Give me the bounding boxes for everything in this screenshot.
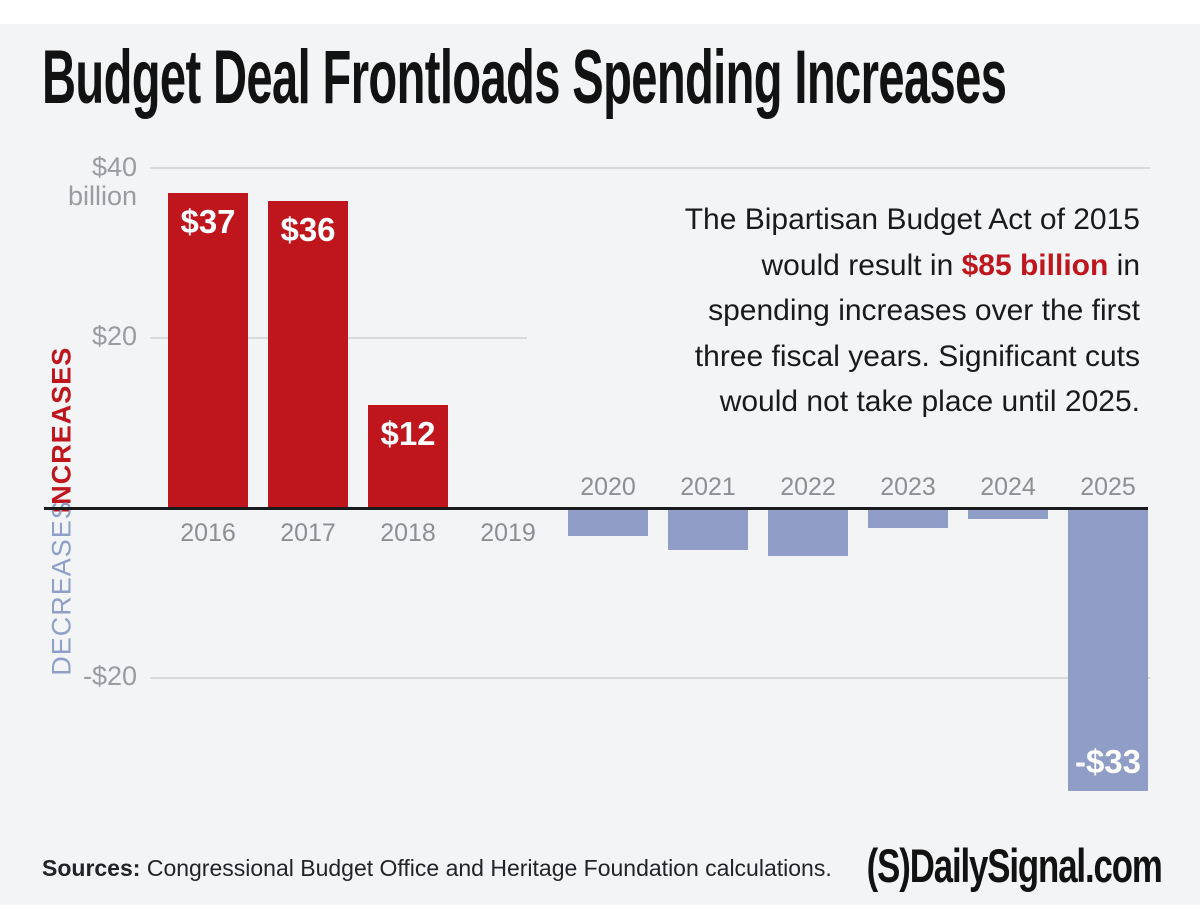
x-tick-2023: 2023 bbox=[880, 473, 936, 501]
sources-text: Congressional Budget Office and Heritage… bbox=[140, 855, 832, 881]
bar-2022 bbox=[768, 510, 848, 556]
bar-2024 bbox=[968, 510, 1048, 520]
y-axis-label-neg-20: -$20 bbox=[82, 661, 137, 691]
y-axis-label-billion: billion bbox=[67, 181, 137, 211]
bar-2021 bbox=[668, 510, 748, 550]
bar-2016 bbox=[168, 192, 248, 507]
x-axis-zero-line bbox=[44, 507, 1148, 510]
x-tick-2018: 2018 bbox=[380, 519, 436, 547]
logo-wordmark: DailySignal.com bbox=[909, 839, 1163, 892]
x-tick-2024: 2024 bbox=[980, 473, 1036, 501]
gridline-neg-20 bbox=[150, 677, 1150, 679]
x-tick-2019: 2019 bbox=[480, 519, 536, 547]
bar-2025 bbox=[1068, 510, 1148, 791]
bar-2020 bbox=[568, 510, 648, 536]
decreases-axis-label: DECREASES bbox=[46, 500, 77, 676]
y-axis-label-40: $40 bbox=[91, 152, 137, 182]
x-tick-2025: 2025 bbox=[1080, 473, 1136, 501]
bar-value-label-2018: $12 bbox=[380, 415, 436, 452]
bar-2018 bbox=[368, 405, 448, 507]
gridline-40 bbox=[150, 167, 1150, 169]
annotation-after: in spending increases over the first thr… bbox=[694, 248, 1140, 419]
increases-axis-label: INCREASES bbox=[46, 346, 77, 514]
x-tick-2022: 2022 bbox=[780, 473, 836, 501]
logo-s-mark-icon: (S) bbox=[866, 839, 911, 892]
bar-2017 bbox=[268, 201, 348, 507]
x-tick-2021: 2021 bbox=[680, 473, 736, 501]
x-tick-2016: 2016 bbox=[180, 519, 236, 547]
bar-value-label-2017: $36 bbox=[280, 211, 336, 248]
bar-value-label-2016: $37 bbox=[180, 202, 236, 240]
annotation-before: The Bipartisan Budget Act of 2015 would … bbox=[684, 203, 1140, 282]
annotation-highlight: $85 billion bbox=[961, 248, 1109, 282]
daily-signal-logo: (S)DailySignal.com bbox=[866, 838, 1163, 893]
bar-value-label-2025: -$33 bbox=[1074, 742, 1142, 780]
bar-2023 bbox=[868, 510, 948, 528]
sources-note: Sources: Congressional Budget Office and… bbox=[42, 855, 832, 882]
y-axis-label-20: $20 bbox=[91, 321, 137, 351]
annotation-text: The Bipartisan Budget Act of 2015 would … bbox=[635, 197, 1140, 425]
x-tick-2017: 2017 bbox=[280, 519, 336, 547]
sources-label: Sources: bbox=[42, 855, 141, 881]
page-title: Budget Deal Frontloads Spending Increase… bbox=[42, 35, 1007, 120]
x-tick-2020: 2020 bbox=[580, 473, 636, 501]
